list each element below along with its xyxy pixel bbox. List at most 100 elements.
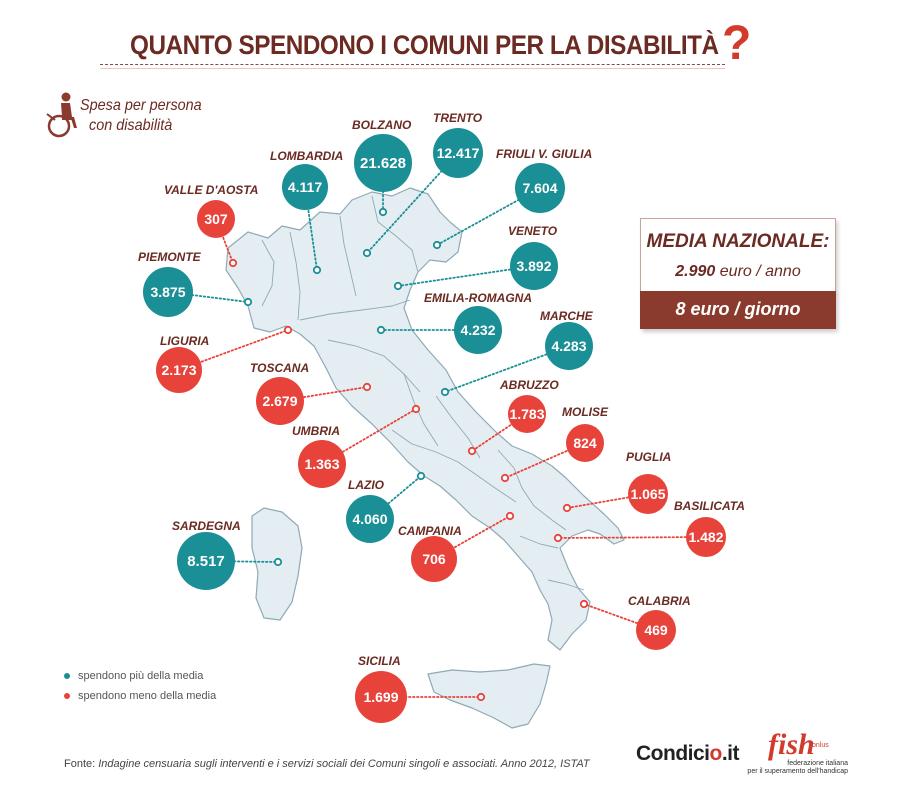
bubble-puglia <box>628 474 668 514</box>
value-toscana: 2.679 <box>262 393 297 409</box>
pin-valle-d-aosta <box>228 258 238 268</box>
condicio-logo-part1: Condici <box>636 742 710 765</box>
condicio-logo-part3: .it <box>721 742 740 765</box>
value-sicilia: 1.699 <box>363 689 398 705</box>
value-friuli-v-giulia: 7.604 <box>522 180 557 196</box>
sicilia-shape <box>427 663 551 729</box>
fish-subtitle-line2: per il superamento dell'handicap <box>747 768 848 775</box>
condicio-logo: Condicio.it <box>636 742 740 766</box>
average-title: MEDIA NAZIONALE: <box>646 231 830 252</box>
value-lombardia: 4.117 <box>288 179 322 195</box>
title-question-mark: ? <box>722 17 752 70</box>
source-label: Fonte: <box>64 758 96 770</box>
label-veneto: VENETO <box>508 224 558 238</box>
average-per-day: 8 euro / giorno <box>675 299 801 319</box>
national-average-panel: MEDIA NAZIONALE: 2.990 euro / anno 8 eur… <box>640 218 836 329</box>
label-marche: MARCHE <box>540 309 594 323</box>
value-marche: 4.283 <box>551 338 586 354</box>
bubble-valle-d-aosta <box>197 200 235 238</box>
pin-lazio <box>416 471 426 481</box>
value-emilia-romagna: 4.232 <box>460 322 495 338</box>
label-calabria: CALABRIA <box>628 594 691 608</box>
value-trento: 12.417 <box>437 145 480 161</box>
page-title-block: QUANTO SPENDONO I COMUNI PER LA DISABILI… <box>100 17 751 70</box>
pin-lombardia <box>312 265 322 275</box>
label-campania: CAMPANIA <box>398 524 462 538</box>
pin-calabria <box>579 599 589 609</box>
bubble-umbria <box>298 440 346 488</box>
value-abruzzo: 1.783 <box>509 406 544 422</box>
value-liguria: 2.173 <box>161 362 196 378</box>
fish-logo-onlus: onlus <box>812 742 829 749</box>
bubble-toscana <box>256 377 304 425</box>
connector-molise <box>504 442 586 479</box>
page-title: QUANTO SPENDONO I COMUNI PER LA DISABILI… <box>130 30 719 60</box>
connector-toscana <box>279 386 368 402</box>
bubble-piemonte <box>143 267 193 317</box>
value-calabria: 469 <box>644 622 668 638</box>
label-liguria: LIGURIA <box>160 334 209 348</box>
value-puglia: 1.065 <box>630 486 665 502</box>
pin-molise <box>500 473 510 483</box>
bubble-abruzzo <box>508 395 546 433</box>
pin-piemonte <box>243 297 253 307</box>
average-per-year-box: MEDIA NAZIONALE: 2.990 euro / anno <box>640 218 836 292</box>
average-year-unit: euro / anno <box>719 263 801 280</box>
bubble-veneto <box>510 242 558 290</box>
bubble-lazio <box>346 495 394 543</box>
value-basilicata: 1.482 <box>688 529 723 545</box>
value-campania: 706 <box>422 551 446 567</box>
wheelchair-icon <box>46 92 77 138</box>
bubble-calabria <box>636 610 676 650</box>
bubble-campania <box>411 536 457 582</box>
label-lombardia: LOMBARDIA <box>270 149 343 163</box>
subtitle-line-2: con disabilità <box>89 117 173 134</box>
value-umbria: 1.363 <box>304 456 339 472</box>
pin-emilia-romagna <box>376 325 386 335</box>
connector-campania <box>433 515 511 560</box>
label-umbria: UMBRIA <box>292 424 340 438</box>
pin-abruzzo <box>467 446 477 456</box>
legend-below-dot <box>64 693 70 699</box>
border-nw <box>261 195 419 321</box>
pin-sicilia <box>476 692 486 702</box>
pin-veneto <box>393 281 403 291</box>
bubble-friuli-v-giulia <box>515 163 565 213</box>
source-text: Indagine censuaria sugli interventi e i … <box>98 758 590 770</box>
value-sardegna: 8.517 <box>187 553 225 570</box>
bubble-lombardia <box>282 164 328 210</box>
connector-trento <box>366 152 459 254</box>
pin-trento <box>362 248 372 258</box>
pin-friuli-v-giulia <box>432 240 442 250</box>
label-trento: TRENTO <box>433 111 483 125</box>
label-emilia-romagna: EMILIA-ROMAGNA <box>424 291 532 305</box>
connector-abruzzo <box>471 413 528 452</box>
pin-basilicata <box>553 533 563 543</box>
pin-puglia <box>562 503 572 513</box>
mainland-shape <box>225 187 625 651</box>
label-piemonte: PIEMONTE <box>138 250 202 264</box>
bubble-sardegna <box>177 532 235 590</box>
pin-liguria <box>283 325 293 335</box>
connector-veneto <box>397 265 535 287</box>
source-note: Fonte: Indagine censuaria sugli interven… <box>64 758 590 770</box>
map-land <box>225 187 625 729</box>
bubble-molise <box>566 424 604 462</box>
legend-above-dot <box>64 673 70 679</box>
label-sicilia: SICILIA <box>358 654 401 668</box>
region-bubbles: 307 VALLE D'AOSTA 4.117 LOMBARDIA 21.628 BOLZ… <box>138 111 745 723</box>
average-year-value: 2.990 <box>675 263 716 280</box>
bubble-liguria <box>156 347 202 393</box>
label-toscana: TOSCANA <box>250 361 309 375</box>
pin-bolzano <box>378 207 388 217</box>
label-friuli-v-giulia: FRIULI V. GIULIA <box>496 147 592 161</box>
label-molise: MOLISE <box>562 405 609 419</box>
border-south <box>457 449 585 591</box>
pin-umbria <box>411 404 421 414</box>
bubble-sicilia <box>355 671 407 723</box>
label-valle-d-aosta: VALLE D'AOSTA <box>164 183 258 197</box>
bubble-basilicata <box>686 517 726 557</box>
pin-marche <box>440 387 450 397</box>
